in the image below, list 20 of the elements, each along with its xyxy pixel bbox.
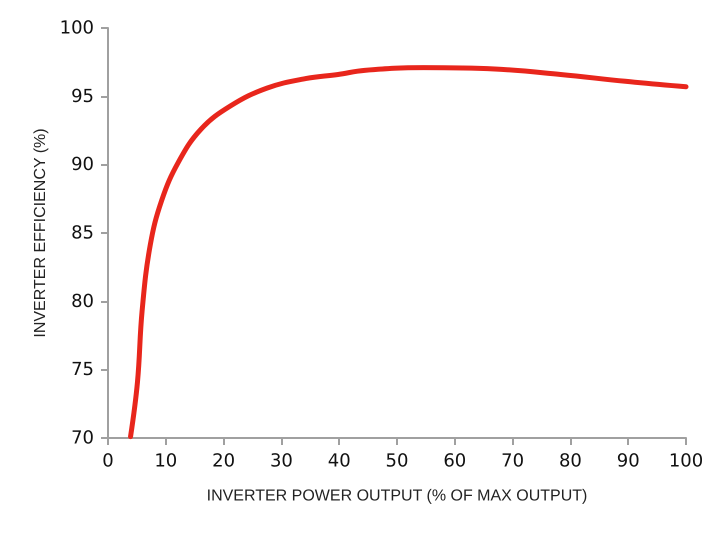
y-tick-label: 90 xyxy=(71,154,94,176)
y-tick-label: 100 xyxy=(60,18,94,38)
x-tick-label: 0 xyxy=(102,450,114,472)
x-tick-label: 60 xyxy=(443,450,466,472)
x-tick-label: 10 xyxy=(154,450,178,472)
x-tick-label: 40 xyxy=(328,450,351,472)
y-tick-label: 85 xyxy=(71,222,94,244)
x-axis-title: INVERTER POWER OUTPUT (% OF MAX OUTPUT) xyxy=(206,488,588,504)
x-tick-label: 100 xyxy=(668,450,704,472)
x-tick-label: 90 xyxy=(616,450,640,472)
x-tick-label: 70 xyxy=(501,450,524,472)
x-tick-label: 20 xyxy=(212,450,236,472)
y-tick-label: 95 xyxy=(71,86,94,107)
y-axis-title: INVERTER EFFICIENCY (%) xyxy=(32,128,50,338)
y-tick-label: 80 xyxy=(71,290,94,312)
x-tick-label: 30 xyxy=(270,450,293,472)
x-tick-label: 80 xyxy=(558,450,582,472)
x-tick-label: 50 xyxy=(386,450,408,472)
y-tick-label: 75 xyxy=(71,359,94,380)
y-tick-label: 70 xyxy=(71,428,94,448)
